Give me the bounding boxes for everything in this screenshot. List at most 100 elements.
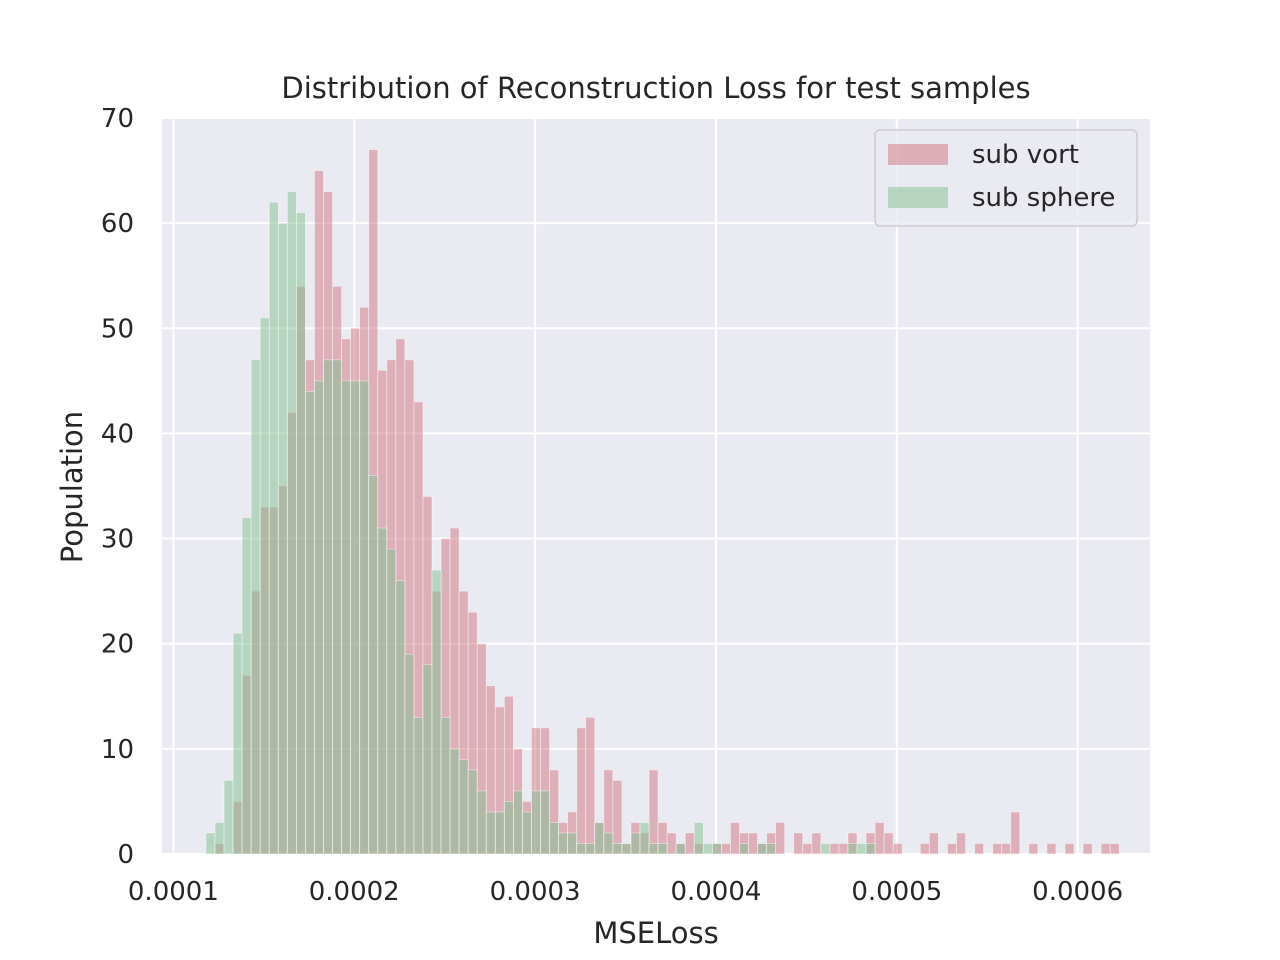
histogram-bar	[612, 780, 623, 855]
histogram-bar	[467, 769, 478, 855]
series-sub-sphere	[205, 191, 876, 855]
histogram-bar	[883, 832, 894, 855]
histogram-bar	[377, 527, 388, 855]
histogram-bar	[1082, 843, 1093, 855]
histogram-bar	[829, 843, 840, 855]
histogram-bar	[802, 843, 813, 855]
x-tick-label: 0.0001	[128, 877, 219, 907]
histogram-bar	[775, 822, 786, 855]
histogram-bar	[386, 548, 397, 855]
histogram-bar	[1064, 843, 1075, 855]
x-tick-labels: 0.0001 0.0002 0.0003 0.0004 0.0005 0.0006	[128, 877, 1123, 907]
histogram-bar	[766, 843, 777, 855]
x-tick-label: 0.0005	[851, 877, 942, 907]
histogram-bar	[675, 843, 686, 855]
histogram-bar	[757, 843, 767, 855]
histogram-bar	[476, 790, 487, 855]
histogram-bar	[567, 832, 578, 855]
histogram-bar	[974, 843, 985, 855]
y-tick-label: 20	[101, 630, 134, 660]
histogram-bar	[739, 843, 749, 855]
histogram-bar	[558, 832, 569, 855]
histogram-bar	[820, 843, 831, 855]
histogram-bar	[648, 769, 659, 855]
x-axis-label: MSELoss	[593, 916, 718, 950]
histogram-bar	[892, 843, 903, 855]
y-tick-label: 60	[101, 209, 134, 239]
histogram-bar	[594, 822, 605, 855]
histogram-bar	[1109, 843, 1120, 855]
histogram-bar	[277, 222, 288, 855]
histogram-bar	[702, 843, 713, 855]
histogram-bar	[431, 569, 442, 855]
histogram-bar	[1046, 843, 1057, 855]
histogram-bar	[350, 380, 361, 855]
histogram-bar	[874, 822, 885, 855]
histogram-bar	[956, 832, 966, 855]
histogram-bar	[449, 748, 460, 855]
legend-swatch-sub-vort	[888, 144, 948, 165]
histogram-bar	[440, 716, 451, 855]
legend-label-sub-vort: sub vort	[972, 140, 1079, 170]
histogram-bar	[630, 832, 641, 855]
legend-swatch-sub-sphere	[888, 187, 948, 208]
histogram-bar	[531, 790, 541, 855]
histogram-bar	[603, 832, 614, 855]
histogram-bar	[359, 380, 370, 855]
histogram-bar	[241, 517, 252, 855]
histogram-bar	[413, 716, 424, 855]
histogram-bar	[422, 664, 433, 855]
histogram-bar	[268, 201, 279, 855]
legend: sub vort sub sphere	[874, 129, 1138, 227]
histogram-bar	[711, 843, 722, 855]
histogram-bar	[512, 790, 523, 855]
histogram-bar	[585, 716, 596, 855]
x-tick-label: 0.0004	[670, 877, 761, 907]
histogram-bar	[341, 380, 352, 855]
histogram-bar	[305, 390, 315, 855]
histogram-bar	[494, 811, 505, 855]
histogram-bar	[730, 822, 740, 855]
y-tick-label: 40	[101, 419, 134, 449]
histogram-bar	[865, 843, 876, 855]
y-tick-label: 50	[101, 314, 134, 344]
histogram-bar	[223, 780, 234, 855]
histogram-bar	[286, 191, 297, 855]
histogram-bar	[250, 359, 261, 855]
histogram-bar	[748, 832, 758, 855]
histogram-bar	[657, 843, 668, 855]
histogram-bar	[684, 832, 695, 855]
y-tick-labels: 0 10 20 30 40 50 60 70	[101, 104, 134, 870]
histogram-bar	[295, 212, 306, 855]
y-tick-label: 10	[101, 735, 134, 765]
x-tick-label: 0.0003	[490, 877, 581, 907]
histogram-bar	[549, 822, 560, 855]
histogram-bar	[522, 811, 532, 855]
histogram-bar	[259, 317, 270, 855]
y-tick-label: 0	[117, 840, 134, 870]
histogram-bar	[1028, 843, 1039, 855]
chart-title: Distribution of Reconstruction Loss for …	[281, 71, 1030, 105]
histogram-bar	[332, 359, 342, 855]
histogram-bar	[621, 843, 632, 855]
histogram-bar	[992, 843, 1003, 855]
histogram-bar	[639, 822, 650, 855]
histogram-bar	[485, 811, 496, 855]
histogram-bar	[458, 758, 469, 855]
histogram-bar	[666, 832, 677, 855]
histogram-bar	[395, 580, 406, 855]
histogram-bar	[693, 822, 704, 855]
histogram-bar	[1010, 811, 1021, 855]
y-tick-label: 70	[101, 104, 134, 134]
histogram-bar	[793, 832, 804, 855]
histogram-bar	[585, 843, 596, 855]
histogram-bar	[847, 843, 858, 855]
histogram-bar	[612, 843, 623, 855]
histogram-bar	[928, 832, 939, 855]
x-tick-label: 0.0002	[309, 877, 400, 907]
histogram-bar	[205, 832, 216, 855]
y-tick-label: 30	[101, 525, 134, 555]
histogram-bar	[576, 843, 587, 855]
histogram-bar	[232, 632, 243, 855]
